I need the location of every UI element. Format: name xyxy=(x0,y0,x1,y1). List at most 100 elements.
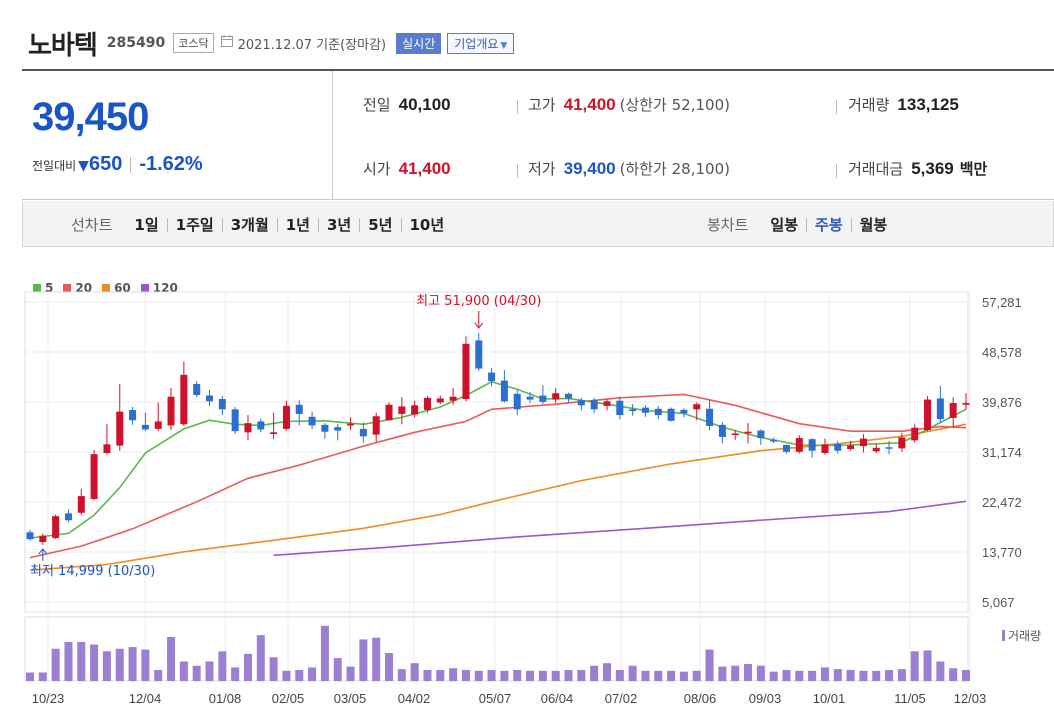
candle-body xyxy=(834,443,842,451)
volume-bar xyxy=(667,670,676,681)
line-chart-label: 선차트 xyxy=(71,216,113,234)
candle-body xyxy=(218,398,226,410)
base-date: 2021.12.07 기준(장마감) xyxy=(237,37,387,53)
stock-header: 노바텍 285490 코스닥 2021.12.07 기준(장마감) 실시간 기업… xyxy=(28,26,515,61)
volume-bar xyxy=(692,670,701,681)
candle-body xyxy=(167,396,175,426)
candle-body xyxy=(129,409,137,421)
candle-body xyxy=(436,398,444,403)
high-value: 41,400 xyxy=(563,95,616,114)
volume-bar xyxy=(641,670,650,681)
candle-weekly[interactable]: 주봉 xyxy=(815,216,843,234)
volume-bar xyxy=(590,665,599,681)
x-tick-label: 09/03 xyxy=(749,691,782,706)
ma20-line xyxy=(29,393,967,559)
candle-body xyxy=(308,416,316,426)
period-5y[interactable]: 5년 xyxy=(368,216,393,234)
volume-bar xyxy=(231,667,240,681)
volume-bar xyxy=(602,663,611,681)
period-3y[interactable]: 3년 xyxy=(327,216,352,234)
candle-monthly[interactable]: 월봉 xyxy=(859,216,888,234)
volume-bar xyxy=(526,670,535,681)
divider xyxy=(836,164,837,178)
volume-bar xyxy=(910,651,919,681)
x-tick-label: 12/04 xyxy=(129,691,162,706)
candle-body xyxy=(795,438,803,452)
candle-body xyxy=(231,409,239,432)
amount-label: 거래대금 xyxy=(848,160,904,178)
candle-body xyxy=(577,400,585,406)
candle-body xyxy=(359,428,367,437)
x-tick-label: 01/08 xyxy=(209,691,242,706)
legend-ma5: 5 xyxy=(33,281,53,295)
volume-bar xyxy=(820,667,829,681)
candle-body xyxy=(693,404,701,410)
volume-bar xyxy=(487,669,496,681)
period-3m[interactable]: 3개월 xyxy=(230,216,269,234)
candle-body xyxy=(321,424,329,432)
weekly-candle-chart: 57,281 48,578 39,876 31,174 22,472 13,770 5,06… xyxy=(24,291,1041,706)
divider xyxy=(130,156,132,173)
candle-body xyxy=(282,405,290,429)
volume-label: 거래량 xyxy=(848,96,890,114)
candle-body xyxy=(757,430,765,439)
period-1y[interactable]: 1년 xyxy=(285,216,310,234)
prev-close-value: 40,100 xyxy=(398,95,451,114)
candle-body xyxy=(539,395,547,402)
x-tick-label: 07/02 xyxy=(605,691,638,706)
open-value: 41,400 xyxy=(398,159,451,178)
company-info-button[interactable]: 기업개요 ▼ xyxy=(447,32,515,54)
volume-bar xyxy=(500,670,509,681)
low-price: 저가 39,400 (하한가 28,100) xyxy=(528,158,730,179)
candle-body xyxy=(206,395,214,402)
open-price: 시가 41,400 xyxy=(363,158,451,179)
volume-bar xyxy=(744,664,753,681)
volume-bar xyxy=(474,670,483,681)
period-1w[interactable]: 1주일 xyxy=(175,216,214,234)
y-tick-label: 22,472 xyxy=(982,495,1022,510)
volume-bar xyxy=(372,637,381,681)
volume-value: 133,125 xyxy=(897,95,959,114)
high-label: 고가 xyxy=(528,96,556,114)
divider xyxy=(359,217,361,232)
calendar-icon xyxy=(220,34,234,52)
divider xyxy=(836,100,837,114)
y-tick-label: 39,876 xyxy=(982,395,1022,410)
volume-bar xyxy=(833,669,842,681)
volume-bar xyxy=(846,669,855,681)
volume-bar xyxy=(769,671,778,681)
price-summary: 39,450 전일대비 ▼ 650 -1.62% 전일 40,100 고가 41… xyxy=(22,69,1054,200)
candle-body xyxy=(821,444,829,453)
volume-bar xyxy=(154,669,163,681)
change-rate: -1.62% xyxy=(139,153,203,175)
volume-bar xyxy=(731,665,740,681)
volume-bar xyxy=(705,649,714,681)
legend-ma5-label: 5 xyxy=(45,281,54,295)
x-tick-label: 10/01 xyxy=(813,691,846,706)
candle-daily[interactable]: 일봉 xyxy=(770,216,799,234)
candle-body xyxy=(116,411,124,446)
volume-bar xyxy=(385,653,394,681)
volume-bar xyxy=(205,661,214,681)
candle-body xyxy=(706,408,714,426)
divider xyxy=(400,217,402,232)
divider xyxy=(517,164,518,178)
volume-bar xyxy=(654,670,663,681)
max-arrow-head xyxy=(474,322,484,329)
period-10y[interactable]: 10년 xyxy=(409,216,445,234)
volume-bar xyxy=(436,669,445,681)
period-1d[interactable]: 1일 xyxy=(134,216,159,234)
volume-bar xyxy=(295,669,304,681)
candle-body xyxy=(398,406,406,414)
realtime-button[interactable]: 실시간 xyxy=(396,32,442,54)
candle-body xyxy=(90,454,98,499)
candle-body xyxy=(295,404,303,414)
candle-body xyxy=(244,423,252,433)
volume-bar xyxy=(962,669,970,681)
candle-body xyxy=(629,409,637,412)
candle-body xyxy=(39,535,47,543)
candle-body xyxy=(641,407,649,413)
y-tick-label: 31,174 xyxy=(982,445,1022,460)
candle-body xyxy=(141,424,149,430)
candle-body xyxy=(372,416,380,435)
